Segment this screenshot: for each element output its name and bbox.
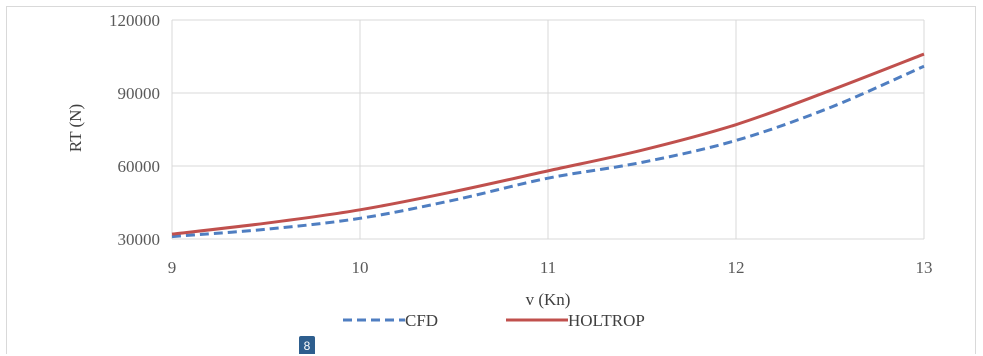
y-axis-title: RT (N) xyxy=(66,104,85,152)
y-tick-label: 90000 xyxy=(118,84,161,103)
x-tick-label: 10 xyxy=(352,258,369,277)
page-number-badge: 8 xyxy=(299,336,315,354)
y-tick-label: 120000 xyxy=(109,11,160,30)
y-tick-label: 60000 xyxy=(118,157,161,176)
x-tick-label: 12 xyxy=(728,258,745,277)
x-tick-label: 11 xyxy=(540,258,556,277)
legend-label-cfd: CFD xyxy=(405,311,438,330)
x-tick-label: 13 xyxy=(916,258,933,277)
series-line-holtrop xyxy=(171,52,925,236)
legend-label-holtrop: HOLTROP xyxy=(568,311,645,330)
y-tick-label: 30000 xyxy=(118,230,161,249)
x-axis-title: v (Kn) xyxy=(526,290,571,309)
chart-frame xyxy=(6,6,976,354)
series-line-cfd xyxy=(171,64,925,239)
x-tick-label: 9 xyxy=(168,258,177,277)
